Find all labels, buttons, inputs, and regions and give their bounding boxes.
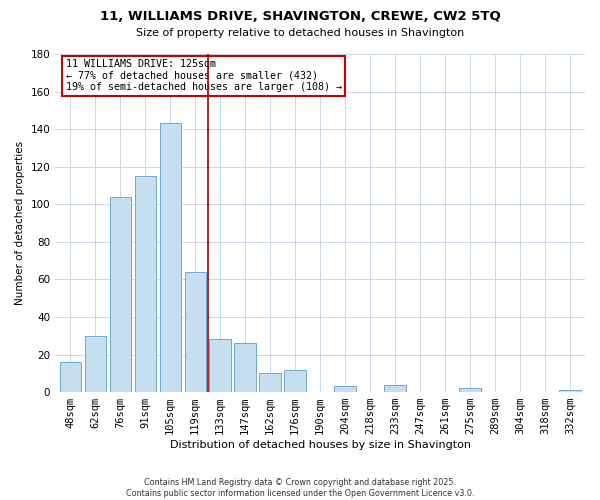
Bar bbox=[559, 390, 581, 392]
Bar bbox=[110, 196, 131, 392]
Bar bbox=[59, 362, 81, 392]
Text: Size of property relative to detached houses in Shavington: Size of property relative to detached ho… bbox=[136, 28, 464, 38]
Bar bbox=[385, 384, 406, 392]
Y-axis label: Number of detached properties: Number of detached properties bbox=[15, 141, 25, 305]
Bar bbox=[209, 340, 231, 392]
Bar bbox=[259, 374, 281, 392]
Text: 11 WILLIAMS DRIVE: 125sqm
← 77% of detached houses are smaller (432)
19% of semi: 11 WILLIAMS DRIVE: 125sqm ← 77% of detac… bbox=[66, 59, 342, 92]
Text: 11, WILLIAMS DRIVE, SHAVINGTON, CREWE, CW2 5TQ: 11, WILLIAMS DRIVE, SHAVINGTON, CREWE, C… bbox=[100, 10, 500, 23]
Bar bbox=[185, 272, 206, 392]
X-axis label: Distribution of detached houses by size in Shavington: Distribution of detached houses by size … bbox=[170, 440, 470, 450]
Bar bbox=[134, 176, 156, 392]
Bar bbox=[460, 388, 481, 392]
Text: Contains HM Land Registry data © Crown copyright and database right 2025.
Contai: Contains HM Land Registry data © Crown c… bbox=[126, 478, 474, 498]
Bar bbox=[284, 370, 306, 392]
Bar bbox=[334, 386, 356, 392]
Bar bbox=[235, 343, 256, 392]
Bar bbox=[85, 336, 106, 392]
Bar bbox=[160, 124, 181, 392]
